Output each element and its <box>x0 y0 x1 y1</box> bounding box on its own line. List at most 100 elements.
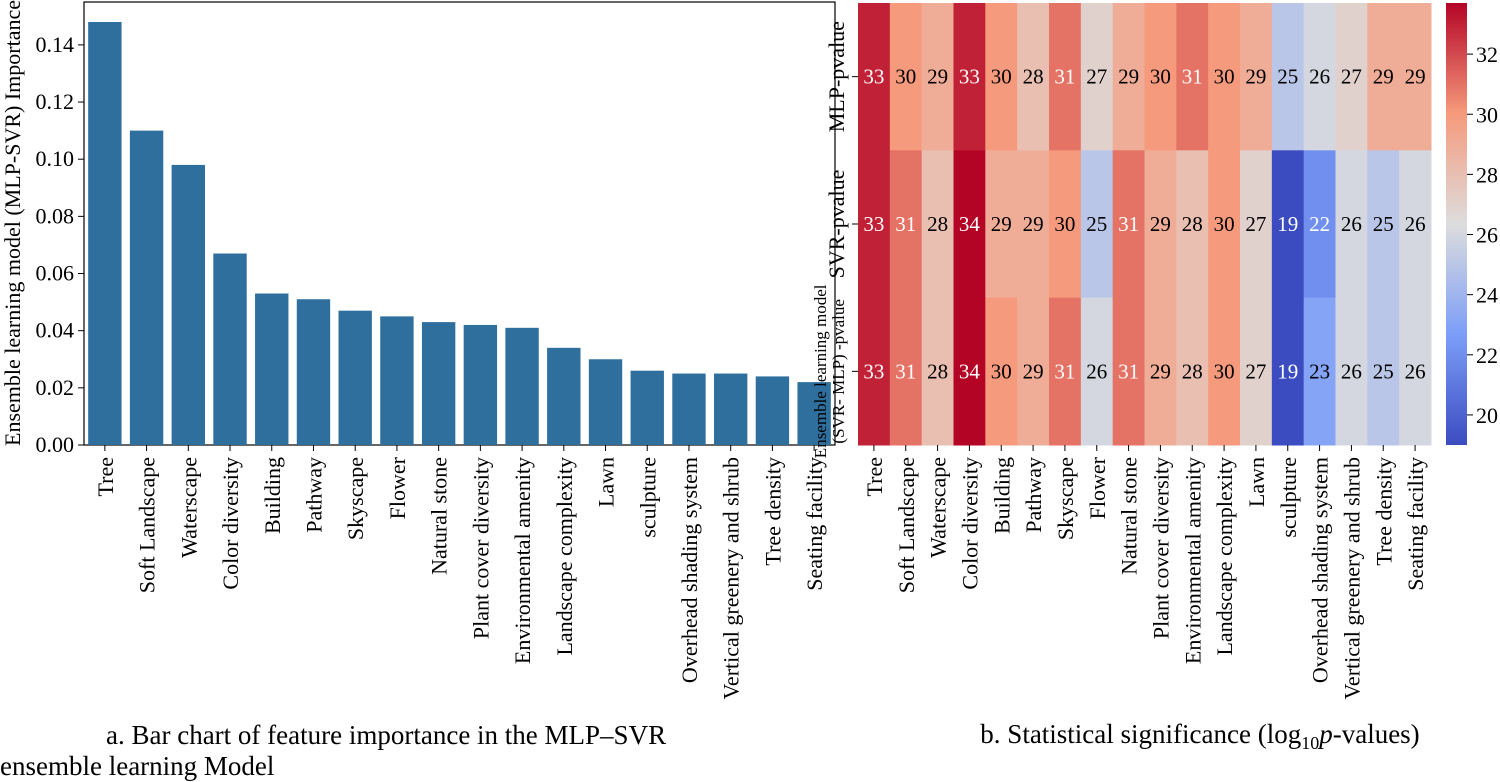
heatmap-caption: b. Statistical significance (log10p-valu… <box>980 719 1419 753</box>
heatmap-cell <box>1080 150 1114 299</box>
heatmap-cell-value: 26 <box>1341 359 1362 383</box>
heatmap-col-label: Skyscape <box>1053 457 1078 540</box>
heatmap-cell <box>1240 297 1273 446</box>
heatmap-cell-value: 30 <box>991 65 1012 89</box>
heatmap-cell <box>1080 297 1114 446</box>
heatmap-cell-value: 31 <box>895 359 916 383</box>
heatmap: 33 30 29 33 30 28 31 27 29 30 31 30 29 25 26 27 29 29 33 31… <box>811 3 1498 700</box>
heatmap-cell <box>1176 150 1209 299</box>
heatmap-cell <box>1271 297 1305 446</box>
heatmap-cell-value: 26 <box>1405 212 1426 236</box>
heatmap-cell <box>921 150 954 299</box>
bar-x-tick-label: Seating facility <box>802 457 827 591</box>
heatmap-cell <box>1240 3 1273 151</box>
heatmap-cell <box>1049 3 1082 151</box>
heatmap-cell-value: 25 <box>1086 212 1107 236</box>
bar-y-tick-label: 0.14 <box>36 32 75 57</box>
bar-chart-frame <box>83 1 836 446</box>
colorbar-tick-label: 26 <box>1476 223 1498 248</box>
bar-x-tick-label: sculpture <box>635 457 660 538</box>
heatmap-cell-value: 31 <box>1054 65 1075 89</box>
bar-x-tick-label: Lawn <box>594 457 619 507</box>
heatmap-col-label: Color diversity <box>957 457 982 590</box>
heatmap-col-label: Soft Landscape <box>894 457 919 593</box>
heatmap-cell-value: 29 <box>1150 212 1171 236</box>
heatmap-cell <box>1176 297 1209 446</box>
heatmap-cell <box>858 297 891 446</box>
colorbar-tick-label: 32 <box>1476 42 1498 67</box>
bar-x-tick-label: Overhead shading system <box>677 457 702 683</box>
heatmap-cell <box>953 3 986 151</box>
heatmap-cell <box>1017 150 1050 299</box>
heatmap-cell-value: 33 <box>959 65 980 89</box>
bar <box>672 373 706 445</box>
bar <box>380 316 414 445</box>
heatmap-row-label-line1: Ensemble learning model <box>811 284 830 458</box>
heatmap-cell-value: 30 <box>1214 359 1235 383</box>
bar-x-tick-label: Pathway <box>301 457 326 533</box>
heatmap-cell-value: 31 <box>1054 359 1075 383</box>
heatmap-cell <box>1335 3 1368 151</box>
bar <box>129 130 164 445</box>
heatmap-cell <box>1240 150 1273 299</box>
heatmap-cell-value: 29 <box>1373 65 1394 89</box>
heatmap-cell <box>889 150 923 299</box>
heatmap-cell <box>1208 3 1241 151</box>
bar-chart-caption-line1: a. Bar chart of feature importance in th… <box>106 720 667 750</box>
heatmap-col-label: Building <box>989 457 1014 534</box>
heatmap-cell <box>1112 3 1145 151</box>
heatmap-cell-value: 26 <box>1405 359 1426 383</box>
heatmap-cell <box>1144 150 1177 299</box>
heatmap-cell-value: 31 <box>1118 359 1139 383</box>
heatmap-cell-value: 25 <box>1373 212 1394 236</box>
heatmap-cell-value: 26 <box>1309 65 1330 89</box>
bar <box>797 382 831 445</box>
colorbar-tick-label: 20 <box>1476 403 1498 428</box>
heatmap-cell <box>1176 3 1209 151</box>
heatmap-col-label: sculpture <box>1276 457 1301 538</box>
heatmap-cell-value: 25 <box>1373 359 1394 383</box>
bar <box>505 327 539 445</box>
heatmap-cell-value: 19 <box>1277 359 1298 383</box>
heatmap-cell <box>1112 150 1145 299</box>
heatmap-cell <box>1367 150 1400 299</box>
heatmap-col-label: Tree density <box>1371 457 1396 566</box>
heatmap-cell-value: 29 <box>927 65 948 89</box>
heatmap-cell-value: 22 <box>1309 212 1330 236</box>
heatmap-col-label: Plant cover diversity <box>1148 457 1173 639</box>
heatmap-cell <box>1049 297 1082 446</box>
bar-x-tick-label: Soft Landscape <box>135 457 160 593</box>
heatmap-row-label-line2: (SVR- MLP) -pvalue <box>829 299 848 443</box>
heatmap-cell-value: 31 <box>1182 65 1203 89</box>
bar-y-axis-label: Ensemble learning model (MLP-SVR) Import… <box>0 0 25 446</box>
bar-x-tick-label: Tree density <box>760 457 785 566</box>
heatmap-cell-value: 34 <box>959 359 981 383</box>
bar <box>296 299 331 445</box>
heatmap-cell <box>921 3 954 151</box>
bar-chart: 0.00 0.02 0.04 0.06 0.08 0.10 0.12 0.14 Tree Sof… <box>0 0 836 700</box>
heatmap-cell-value: 30 <box>1214 65 1235 89</box>
heatmap-col-label: Environmental amenity <box>1180 457 1205 664</box>
bar <box>588 359 623 445</box>
bar <box>714 373 748 445</box>
heatmap-cell-value: 27 <box>1341 65 1362 89</box>
bar <box>171 164 205 446</box>
heatmap-cell-value: 28 <box>927 212 948 236</box>
heatmap-cell-value: 19 <box>1277 212 1298 236</box>
heatmap-cell <box>1144 3 1177 151</box>
colorbar-tick-label: 30 <box>1476 102 1498 127</box>
bar <box>88 22 122 446</box>
colorbar-tick-label: 22 <box>1476 343 1498 368</box>
bar <box>755 376 790 445</box>
heatmap-cell <box>1144 297 1177 446</box>
bar-x-tick-label: Plant cover diversity <box>468 457 493 639</box>
heatmap-cell <box>1303 150 1336 299</box>
heatmap-cell <box>1335 297 1368 446</box>
bar-x-tick-label: Environmental amenity <box>510 457 535 664</box>
bar-x-tick-label: Color diversity <box>218 457 243 590</box>
heatmap-cell-value: 29 <box>1023 212 1044 236</box>
heatmap-cell-value: 29 <box>1118 65 1139 89</box>
heatmap-cell-value: 27 <box>1245 212 1266 236</box>
bar-x-tick-label: Skyscape <box>343 457 368 540</box>
